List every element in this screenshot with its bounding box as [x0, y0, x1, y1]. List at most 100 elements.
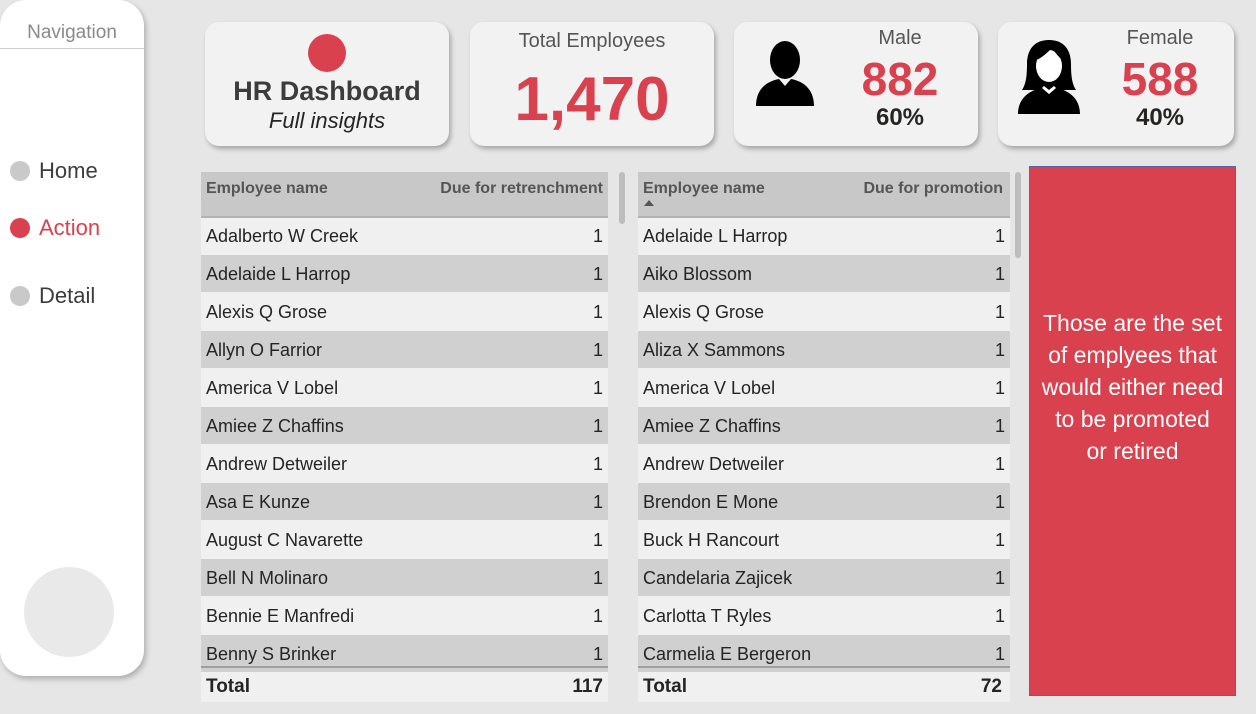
value-cell: 1 [592, 340, 603, 360]
value-cell: 1 [994, 454, 1005, 474]
female-label: Female [1126, 27, 1194, 49]
value-cell: 1 [592, 454, 603, 474]
total-label: Total [206, 676, 250, 697]
table-row[interactable]: Buck H Rancourt 1 [638, 521, 1010, 558]
employee-name-cell: Asa E Kunze [206, 492, 311, 512]
employee-name-cell: Adalberto W Creek [206, 226, 359, 246]
table-row[interactable]: Andrew Detweiler 1 [638, 445, 1010, 482]
male-percent: 60% [875, 104, 925, 131]
employee-name-cell: America V Lobel [206, 378, 339, 398]
employee-name-cell: Candelaria Zajicek [643, 568, 793, 588]
table-row[interactable]: Amiee Z Chaffins 1 [638, 407, 1010, 444]
brand-dot-icon [308, 34, 346, 72]
table-row[interactable]: Candelaria Zajicek 1 [638, 559, 1010, 596]
promotion-table: Employee name Due for promotion Adelaide… [638, 172, 1010, 702]
nav-item-detail[interactable]: Detail [10, 281, 95, 311]
table-row[interactable]: Asa E Kunze 1 [201, 483, 608, 520]
table-row[interactable]: Bennie E Manfredi 1 [201, 597, 608, 634]
employee-name-cell: Aliza X Sammons [643, 340, 786, 360]
nav-dot-icon [10, 286, 30, 306]
value-cell: 1 [994, 340, 1005, 360]
column-header-employee-name[interactable]: Employee name [643, 180, 765, 197]
value-cell: 1 [592, 378, 603, 398]
value-cell: 1 [994, 606, 1005, 626]
value-cell: 1 [994, 226, 1005, 246]
table-row[interactable]: America V Lobel 1 [201, 369, 608, 406]
table-row[interactable]: August C Navarette 1 [201, 521, 608, 558]
value-cell: 1 [592, 644, 603, 664]
table-header: Employee name Due for retrenchment [201, 172, 608, 218]
column-header-employee-name[interactable]: Employee name [206, 180, 328, 197]
employee-name-cell: Bell N Molinaro [206, 568, 329, 588]
table-row[interactable]: Bell N Molinaro 1 [201, 559, 608, 596]
table-row[interactable]: Allyn O Farrior 1 [201, 331, 608, 368]
employee-name-cell: Bennie E Manfredi [206, 606, 355, 626]
note-line: Those are the set [1043, 310, 1222, 336]
nav-item-label: Home [39, 158, 98, 183]
male-user-icon [756, 41, 814, 106]
column-header-due-for-promotion[interactable]: Due for promotion [863, 180, 1003, 197]
value-cell: 1 [994, 416, 1005, 436]
nav-item-label: Action [39, 215, 101, 240]
table-row[interactable]: Alexis Q Grose 1 [638, 293, 1010, 330]
employee-name-cell: Carlotta T Ryles [643, 606, 772, 626]
total-label: Total [643, 676, 687, 697]
total-employees-label: Total Employees [518, 30, 666, 52]
table-row[interactable]: Adelaide L Harrop 1 [201, 255, 608, 292]
nav-item-action[interactable]: Action [10, 213, 100, 243]
value-cell: 1 [592, 264, 603, 284]
male-card: Male 882 60% [734, 22, 978, 146]
value-cell: 1 [592, 530, 603, 550]
promotion-scrollbar[interactable] [1015, 172, 1021, 258]
female-card: Female 588 40% [998, 22, 1234, 146]
employee-name-cell: Buck H Rancourt [643, 530, 780, 550]
table-row[interactable]: Benny S Brinker 1 [201, 635, 608, 672]
table-row[interactable]: America V Lobel 1 [638, 369, 1010, 406]
retrenchment-table: Employee name Due for retrenchment Adalb… [201, 172, 608, 702]
title-card: HR Dashboard Full insights [205, 22, 449, 146]
total-value: 117 [572, 676, 603, 697]
nav-item-home[interactable]: Home [10, 156, 98, 186]
nav-circle-button[interactable] [24, 567, 114, 657]
employee-name-cell: Andrew Detweiler [206, 454, 348, 474]
table-row[interactable]: Adelaide L Harrop 1 [638, 217, 1010, 254]
table-row[interactable]: Adalberto W Creek 1 [201, 217, 608, 254]
table-total-row: Total 117 [201, 666, 608, 704]
value-cell: 1 [994, 644, 1005, 664]
nav-dot-icon [10, 218, 30, 238]
total-employees-card: Total Employees 1,470 [470, 22, 714, 146]
total-value: 72 [980, 676, 1002, 697]
employee-name-cell: Amiee Z Chaffins [206, 416, 344, 436]
table-row[interactable]: Aiko Blossom 1 [638, 255, 1010, 292]
table-row[interactable]: Carlotta T Ryles 1 [638, 597, 1010, 634]
table-row[interactable]: Aliza X Sammons 1 [638, 331, 1010, 368]
navigation-divider [0, 48, 144, 49]
value-cell: 1 [994, 302, 1005, 322]
table-row[interactable]: Alexis Q Grose 1 [201, 293, 608, 330]
value-cell: 1 [994, 530, 1005, 550]
note-line: or retired [1086, 438, 1179, 464]
table-row[interactable]: Carmelia E Bergeron 1 [638, 635, 1010, 672]
table-row[interactable]: Brendon E Mone 1 [638, 483, 1010, 520]
navigation-panel: Navigation Home Action Detail [0, 0, 144, 676]
employee-name-cell: Adelaide L Harrop [643, 226, 788, 246]
column-header-due-for-retrenchment[interactable]: Due for retrenchment [440, 180, 603, 197]
value-cell: 1 [592, 606, 603, 626]
nav-item-label: Detail [39, 283, 96, 308]
female-user-icon [1018, 40, 1080, 114]
note-line: would either need [1041, 374, 1224, 400]
employee-name-cell: Adelaide L Harrop [206, 264, 351, 284]
table-header: Employee name Due for promotion [638, 172, 1010, 218]
table-row[interactable]: Andrew Detweiler 1 [201, 445, 608, 482]
male-count: 882 [861, 53, 939, 105]
value-cell: 1 [994, 492, 1005, 512]
employee-name-cell: Benny S Brinker [206, 644, 337, 664]
table-row[interactable]: Amiee Z Chaffins 1 [201, 407, 608, 444]
employee-name-cell: America V Lobel [643, 378, 776, 398]
employee-name-cell: Carmelia E Bergeron [643, 644, 812, 664]
female-count: 588 [1121, 53, 1199, 105]
employee-name-cell: Alexis Q Grose [206, 302, 328, 322]
sort-ascending-icon [644, 200, 654, 206]
value-cell: 1 [994, 264, 1005, 284]
retrenchment-scrollbar[interactable] [619, 172, 625, 224]
